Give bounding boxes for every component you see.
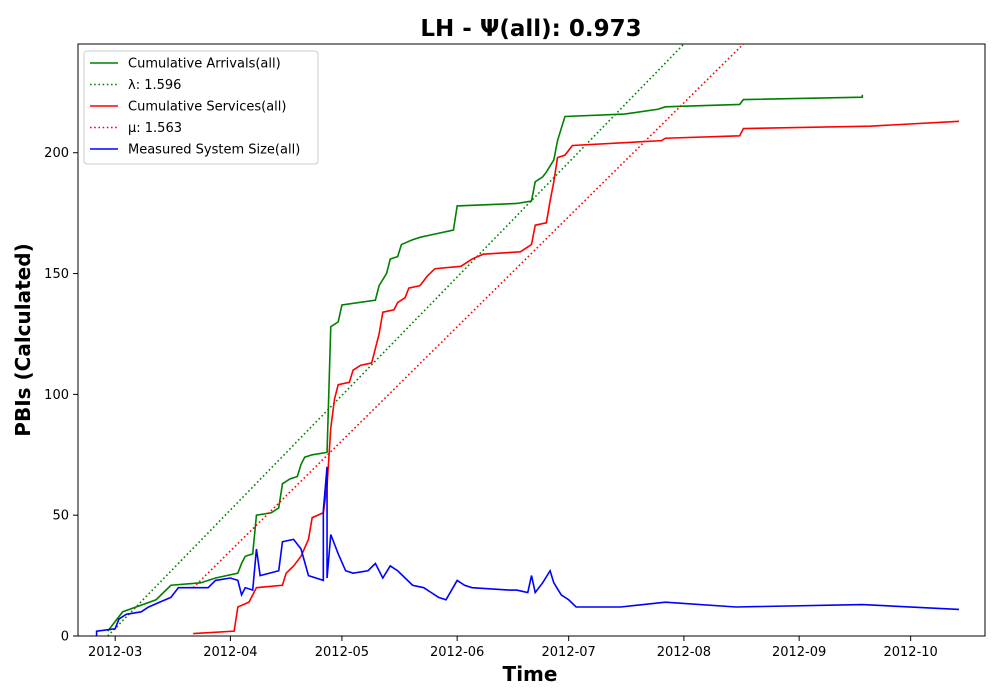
x-axis-label: Time	[503, 662, 558, 686]
series-line-3	[193, 120, 960, 635]
series-line-4	[192, 44, 744, 589]
x-tick-label: 2012-08	[657, 645, 711, 660]
x-tick-label: 2012-09	[772, 645, 826, 660]
x-tick-label: 2012-07	[542, 645, 596, 660]
x-tick-label: 2012-06	[430, 645, 484, 660]
legend-box	[83, 50, 319, 165]
legend-label: μ: 1.563	[128, 121, 182, 136]
x-axis: 2012-03 2012-04 2012-05 2012-06 2012-07 2012-…	[88, 636, 938, 660]
series-layer	[95, 44, 960, 636]
legend: Cumulative Arrivals(all) λ: 1.596 Cumulati…	[83, 50, 319, 165]
legend-items: Cumulative Arrivals(all) λ: 1.596 Cumulati…	[90, 57, 300, 158]
legend-label: Measured System Size(all)	[128, 143, 300, 158]
y-tick-label: 200	[44, 146, 69, 161]
series-line-2	[107, 44, 685, 636]
x-tick-label: 2012-10	[883, 645, 937, 660]
series-line-1	[107, 94, 864, 632]
plot-border	[77, 43, 986, 637]
y-tick-label: 0	[61, 630, 69, 645]
y-tick-label: 150	[44, 267, 69, 282]
legend-label: Cumulative Arrivals(all)	[128, 57, 281, 72]
legend-label: λ: 1.596	[128, 78, 181, 93]
legend-label: Cumulative Services(all)	[128, 100, 286, 115]
x-tick-label: 2012-03	[88, 645, 142, 660]
y-axis-label: PBIs (Calculated)	[11, 243, 35, 436]
series-line-5	[95, 466, 960, 636]
y-tick-label: 100	[44, 388, 69, 403]
x-tick-label: 2012-04	[203, 645, 257, 660]
y-axis: 0 50 100 150 200	[44, 146, 78, 645]
y-tick-label: 50	[52, 509, 69, 524]
chart-title: LH - Ψ(all): 0.973	[420, 16, 641, 42]
x-tick-label: 2012-05	[315, 645, 369, 660]
